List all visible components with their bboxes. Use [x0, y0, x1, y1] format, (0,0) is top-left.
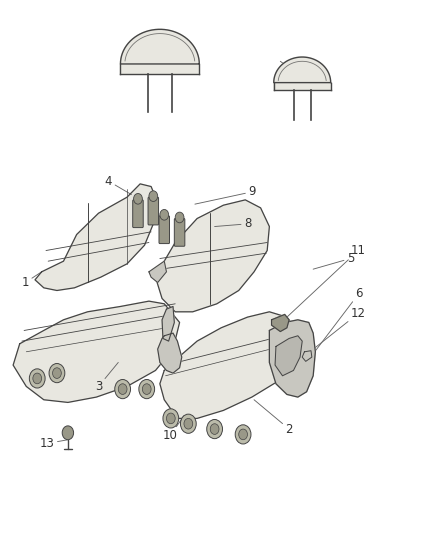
Circle shape — [118, 384, 127, 394]
Polygon shape — [35, 184, 158, 290]
Text: 12: 12 — [307, 307, 366, 354]
Text: 9: 9 — [195, 185, 256, 204]
Text: 5: 5 — [313, 252, 354, 269]
Circle shape — [29, 369, 45, 388]
Circle shape — [184, 418, 193, 429]
Circle shape — [239, 429, 247, 440]
Circle shape — [163, 409, 179, 428]
Circle shape — [134, 193, 142, 204]
Polygon shape — [272, 314, 289, 332]
Circle shape — [139, 379, 155, 399]
Text: 13: 13 — [40, 437, 68, 450]
Circle shape — [142, 384, 151, 394]
Text: 7: 7 — [280, 61, 317, 92]
Polygon shape — [302, 351, 312, 361]
Circle shape — [175, 212, 184, 223]
FancyBboxPatch shape — [148, 197, 159, 225]
Text: 3: 3 — [95, 362, 118, 393]
Polygon shape — [13, 301, 180, 402]
Circle shape — [207, 419, 223, 439]
Circle shape — [62, 426, 74, 440]
Polygon shape — [275, 336, 302, 376]
Circle shape — [166, 413, 175, 424]
FancyBboxPatch shape — [159, 216, 170, 244]
Text: 11: 11 — [287, 244, 366, 317]
Circle shape — [115, 379, 131, 399]
Text: 6: 6 — [312, 287, 363, 356]
Circle shape — [149, 191, 158, 201]
Circle shape — [210, 424, 219, 434]
Polygon shape — [149, 261, 166, 282]
Text: 8: 8 — [215, 217, 251, 230]
Polygon shape — [274, 57, 331, 90]
Polygon shape — [155, 200, 269, 312]
Text: 1: 1 — [21, 272, 42, 289]
Polygon shape — [162, 306, 174, 341]
Polygon shape — [269, 320, 315, 397]
Polygon shape — [158, 333, 182, 373]
Circle shape — [53, 368, 61, 378]
Circle shape — [33, 373, 42, 384]
Circle shape — [49, 364, 65, 383]
FancyBboxPatch shape — [133, 200, 143, 228]
Circle shape — [235, 425, 251, 444]
Circle shape — [180, 414, 196, 433]
Polygon shape — [160, 312, 298, 418]
Text: 10: 10 — [162, 416, 184, 442]
Text: 4: 4 — [105, 175, 131, 195]
Polygon shape — [120, 29, 199, 74]
Text: 2: 2 — [254, 400, 293, 435]
Circle shape — [160, 209, 169, 220]
FancyBboxPatch shape — [174, 219, 185, 246]
